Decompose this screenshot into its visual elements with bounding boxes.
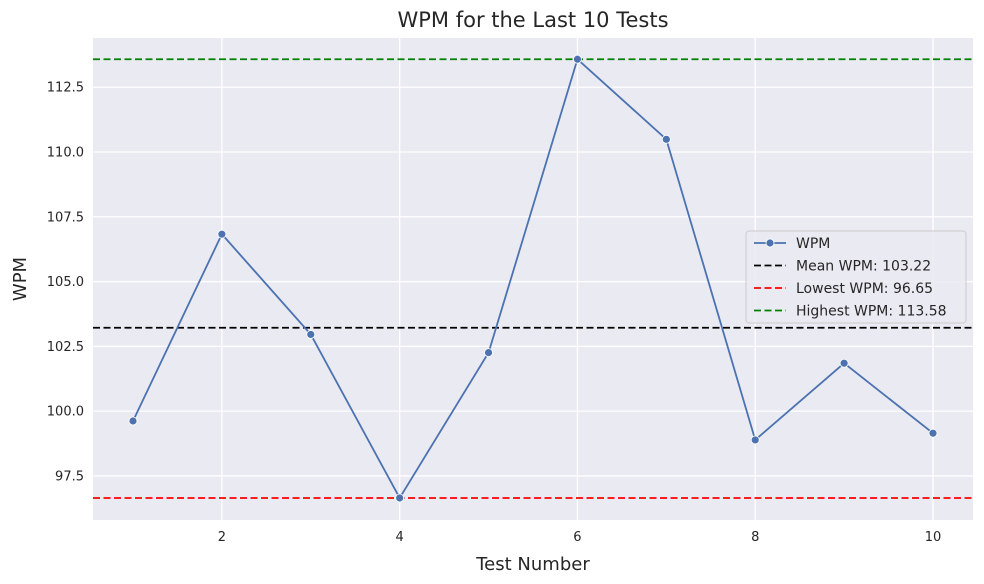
y-tick-label: 110.0 <box>47 146 84 161</box>
x-axis-label: Test Number <box>475 554 590 575</box>
data-point <box>217 229 227 239</box>
legend-label: Lowest WPM: 96.65 <box>796 281 933 297</box>
legend: WPM Mean WPM: 103.22 Lowest WPM: 96.65 High… <box>745 230 967 324</box>
data-point <box>661 134 671 144</box>
y-tick-label: 97.5 <box>55 469 84 484</box>
data-point <box>750 435 760 445</box>
x-tick-label: 6 <box>573 530 581 545</box>
legend-marker <box>765 238 775 248</box>
data-point <box>128 416 138 426</box>
x-tick-label: 2 <box>218 530 226 545</box>
legend-box <box>745 230 967 324</box>
x-tick-label: 8 <box>751 530 759 545</box>
legend-label: Highest WPM: 113.58 <box>796 304 947 320</box>
legend-label: WPM <box>796 236 830 252</box>
y-tick-label: 100.0 <box>47 405 84 420</box>
data-point <box>306 330 316 339</box>
data-point <box>928 428 938 438</box>
grid-lines <box>93 38 973 520</box>
data-point <box>839 358 849 368</box>
y-tick-labels: 97.5 100.0 102.5 105.0 107.5 110.0 112.5 <box>47 81 84 485</box>
x-tick-label: 10 <box>925 530 942 545</box>
legend-label: Mean WPM: 103.22 <box>796 259 931 275</box>
y-axis-label: WPM <box>10 257 31 301</box>
y-tick-label: 107.5 <box>47 210 84 225</box>
x-tick-label: 4 <box>396 530 404 545</box>
data-point <box>573 54 582 64</box>
data-point <box>484 348 493 357</box>
y-tick-label: 102.5 <box>47 340 84 355</box>
series-line <box>132 57 934 500</box>
series-layer <box>128 54 938 503</box>
data-point <box>395 493 405 503</box>
y-tick-label: 105.0 <box>47 275 84 290</box>
chart-title: WPM for the Last 10 Tests <box>397 8 668 32</box>
y-tick-label: 112.5 <box>47 81 84 96</box>
x-tick-labels: 2 4 6 8 10 <box>218 530 942 545</box>
